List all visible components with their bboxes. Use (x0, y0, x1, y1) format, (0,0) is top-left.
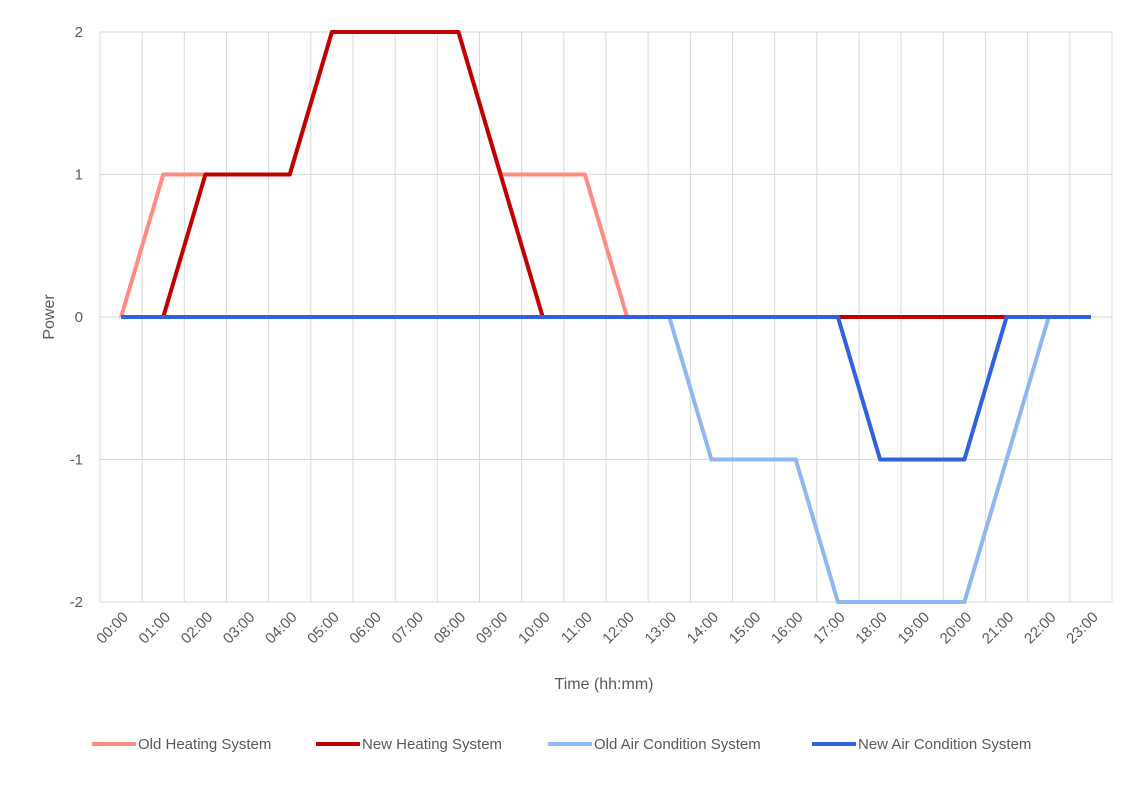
series-lines (119, 30, 1091, 604)
x-tick-label: 08:00 (431, 609, 470, 648)
x-tick-label: 10:00 (515, 609, 554, 648)
x-tick-label: 23:00 (1063, 609, 1102, 648)
x-tick-label: 04:00 (262, 609, 301, 648)
x-tick-label: 07:00 (389, 609, 428, 648)
x-tick-label: 01:00 (136, 609, 175, 648)
y-tick-label: 0 (75, 309, 83, 326)
x-axis-title: Time (hh:mm) (555, 676, 654, 693)
y-axis-ticks: -2 -1 0 1 2 (70, 24, 83, 611)
legend-label: Old Heating System (138, 736, 271, 753)
x-tick-label: 00:00 (93, 609, 132, 648)
x-tick-label: 14:00 (684, 609, 723, 648)
x-axis-ticks: 00:00 01:00 02:00 03:00 04:00 05:00 06:00 07:00… (93, 609, 1101, 648)
x-tick-label: 16:00 (768, 609, 807, 648)
x-tick-label: 17:00 (810, 609, 849, 648)
x-tick-label: 05:00 (304, 609, 343, 648)
y-tick-label: 2 (75, 24, 83, 41)
legend: Old Heating System New Heating System Old … (92, 736, 1031, 753)
x-tick-label: 19:00 (895, 609, 934, 648)
x-tick-label: 21:00 (979, 609, 1018, 648)
x-tick-label: 15:00 (726, 609, 765, 648)
y-tick-label: 1 (75, 167, 83, 184)
legend-label: Old Air Condition System (594, 736, 761, 753)
y-tick-label: -2 (70, 594, 83, 611)
x-tick-label: 06:00 (346, 609, 385, 648)
x-tick-label: 13:00 (642, 609, 681, 648)
x-tick-label: 18:00 (852, 609, 891, 648)
x-tick-label: 12:00 (599, 609, 638, 648)
x-tick-label: 02:00 (178, 609, 217, 648)
legend-label: New Heating System (362, 736, 502, 753)
y-tick-label: -1 (70, 452, 83, 469)
x-tick-label: 09:00 (473, 609, 512, 648)
series-line (121, 315, 1091, 462)
y-axis-title: Power (41, 294, 58, 340)
x-tick-label: 22:00 (1021, 609, 1060, 648)
x-tick-label: 11:00 (558, 609, 596, 647)
x-tick-label: 03:00 (220, 609, 259, 648)
x-tick-label: 20:00 (937, 609, 976, 648)
legend-label: New Air Condition System (858, 736, 1031, 753)
